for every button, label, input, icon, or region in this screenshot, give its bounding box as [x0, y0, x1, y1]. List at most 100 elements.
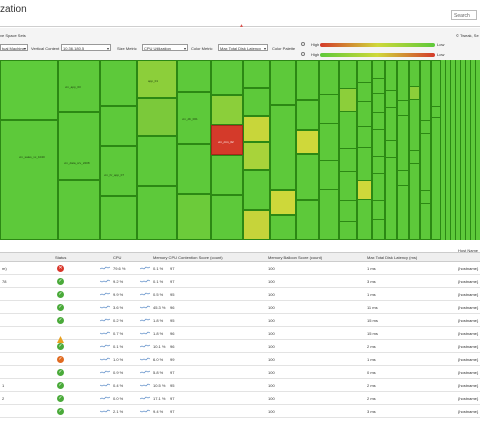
treemap-tile[interactable]	[100, 196, 137, 240]
treemap-tile[interactable]	[397, 170, 409, 186]
treemap-tile[interactable]	[211, 155, 243, 195]
treemap-tile[interactable]	[296, 154, 319, 200]
cpu-sparkline	[100, 370, 110, 374]
treemap-tile[interactable]	[296, 100, 319, 130]
treemap-tile[interactable]	[357, 126, 372, 148]
search-input[interactable]: Search	[451, 10, 477, 20]
table-row[interactable]: ✓ 9.9 % 0.5 % 95 100 1 ms {hostname}	[0, 288, 480, 301]
treemap-tile[interactable]	[270, 60, 296, 105]
col-header-balloon[interactable]: Memory Balloon Score (count)	[268, 255, 323, 260]
col-header-cpu[interactable]: CPU	[113, 255, 122, 260]
treemap-tile[interactable]	[372, 112, 385, 130]
vm-name: 78	[2, 279, 7, 284]
table-row[interactable]: m) ✕ 79.6 % 0.1 % 97 100 1 ms {hostname}	[0, 262, 480, 275]
color-metric-select[interactable]: Max Total Disk Latency ▾	[218, 44, 268, 51]
treemap-tile[interactable]	[211, 195, 243, 240]
treemap-tile[interactable]	[243, 210, 270, 240]
vcenter-select[interactable]: 10.36.180.5 ▾	[61, 44, 111, 51]
table-row[interactable]: ✓ 0.1 % 10.1 % 96 100 2 ms {hostname}	[0, 340, 480, 353]
table-row[interactable]: ✓ 0.2 % 1.8 % 95 100 15 ms {hostname}	[0, 314, 480, 327]
treemap-tile[interactable]	[58, 180, 100, 240]
treemap-tile[interactable]	[211, 95, 243, 125]
treemap-tile[interactable]	[385, 140, 397, 158]
treemap-tile[interactable]	[357, 82, 372, 102]
memory-sparkline	[140, 396, 150, 400]
treemap-tile[interactable]	[420, 60, 431, 240]
table-row[interactable]: 0.7 % 1.8 % 96 100 15 ms {hostname}	[0, 327, 480, 343]
treemap-tile[interactable]	[100, 60, 137, 106]
treemap-tile[interactable]	[137, 136, 177, 186]
treemap-tile[interactable]	[243, 88, 270, 116]
table-row[interactable]: ✓ 1.0 % 6.0 % 99 100 1 ms {hostname}	[0, 353, 480, 366]
treemap-tile[interactable]	[397, 60, 409, 240]
treemap-tile[interactable]	[211, 60, 243, 95]
memory-score: 97	[170, 396, 175, 401]
table-row[interactable]: ✓ 2.1 % 9.4 % 97 100 3 ms {hostname}	[0, 405, 480, 418]
treemap-tile[interactable]	[270, 215, 296, 240]
treemap-tile[interactable]	[357, 180, 372, 200]
table-row[interactable]: ✓ 3.6 % 45.3 % 96 100 11 ms {hostname}	[0, 301, 480, 314]
memory-pct: 6.0 %	[153, 357, 164, 362]
treemap-tile[interactable]	[385, 90, 397, 108]
treemap-tile[interactable]	[319, 160, 339, 190]
treemap-tile[interactable]	[296, 200, 319, 240]
treemap-tile[interactable]	[372, 156, 385, 174]
treemap-tile[interactable]	[296, 60, 319, 100]
col-header-host[interactable]: Host Name	[458, 248, 479, 253]
treemap-tile[interactable]: vm_db_001	[177, 92, 211, 144]
treemap-tile[interactable]	[420, 190, 431, 204]
treemap-tile[interactable]	[339, 200, 357, 222]
treemap-tile[interactable]	[137, 98, 177, 136]
treemap-tile[interactable]: vm_hr_app_07	[100, 146, 137, 196]
size-metric-select[interactable]: CPU Utilization ▾	[142, 44, 188, 51]
treemap-tile[interactable]	[243, 116, 270, 142]
cpu-sparkline	[100, 279, 110, 283]
page-title: zation	[0, 4, 27, 15]
treemap-tile[interactable]	[372, 78, 385, 94]
table-row[interactable]: 2 ✓ 0.0 % 17.1 % 97 100 2 ms {hostname}	[0, 392, 480, 405]
table-row[interactable]: 78 ✓ 9.2 % 0.1 % 97 100 3 ms {hostname}	[0, 275, 480, 288]
treemap-tile[interactable]	[270, 190, 296, 215]
treemap-tile[interactable]	[420, 120, 431, 134]
treemap-tile[interactable]	[319, 94, 339, 124]
treemap-tile[interactable]	[339, 148, 357, 172]
col-header-mem-contention[interactable]: Memory CPU Contention Score (count)	[153, 255, 223, 260]
treemap-tile[interactable]	[177, 60, 211, 92]
treemap-tile[interactable]	[296, 130, 319, 154]
treemap-tile[interactable]	[177, 194, 211, 240]
object-type-select[interactable]: tual Machine ▾	[0, 44, 28, 51]
treemap-tile[interactable]: vm_app_03	[58, 60, 100, 112]
palette-radio-2[interactable]	[301, 52, 305, 56]
treemap-tile[interactable]	[372, 200, 385, 220]
treemap-tile[interactable]: vm_sales_xx_1040	[0, 120, 58, 240]
treemap-tile-cluster[interactable]	[441, 60, 480, 240]
treemap-tile[interactable]	[100, 106, 137, 146]
treemap-tile[interactable]	[339, 88, 357, 112]
treemap-tile[interactable]	[0, 60, 58, 120]
cpu-value: 0.9 %	[113, 370, 124, 375]
treemap-tile[interactable]	[243, 142, 270, 170]
treemap-tile[interactable]	[243, 170, 270, 210]
treemap-tile[interactable]	[137, 186, 177, 240]
treemap-tile[interactable]	[431, 60, 441, 240]
treemap-tile[interactable]	[270, 105, 296, 190]
cpu-sparkline	[100, 318, 110, 322]
treemap-tile[interactable]	[177, 144, 211, 194]
treemap-tile[interactable]	[409, 150, 420, 164]
treemap-tile[interactable]	[372, 60, 385, 240]
treemap-tile[interactable]: vm_data_srv_2208	[58, 112, 100, 180]
treemap-tile[interactable]	[431, 106, 441, 118]
treemap-tile[interactable]	[319, 60, 339, 240]
col-header-status[interactable]: Status	[55, 255, 67, 260]
table-row[interactable]: ✓ 0.9 % 5.8 % 97 100 0 ms {hostname}	[0, 366, 480, 379]
treemap-tile[interactable]	[409, 86, 420, 100]
tweak-link[interactable]: © Tweak, Se	[456, 33, 479, 38]
table-row[interactable]: 1 ✓ 0.4 % 10.5 % 95 100 2 ms {hostname}	[0, 379, 480, 392]
treemap-tile-critical[interactable]: vm_crm_02	[211, 125, 243, 155]
treemap-tile[interactable]	[397, 100, 409, 116]
treemap-tile[interactable]: app_01	[137, 60, 177, 98]
palette-radio-1[interactable]	[301, 42, 305, 46]
collapse-toggle-icon[interactable]: ▲	[239, 23, 244, 29]
treemap-tile[interactable]	[243, 60, 270, 88]
col-header-latency[interactable]: Max Total Disk Latency (ms)	[367, 255, 418, 260]
